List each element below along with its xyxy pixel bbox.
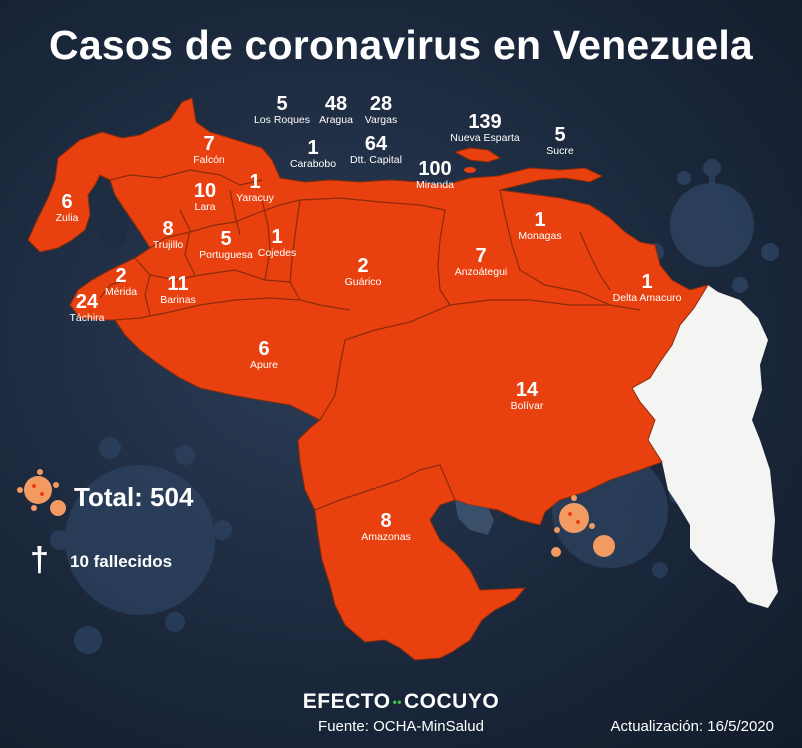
state-name-yaracuy: Yaracuy xyxy=(236,192,274,204)
virus-icon-orange-left xyxy=(17,469,66,516)
state-name-falcon: Falcón xyxy=(193,154,225,166)
state-name-barinas: Barinas xyxy=(160,294,196,306)
state-cases-yaracuy: 1 xyxy=(249,171,260,193)
brand-right: COCUYO xyxy=(404,690,500,713)
deaths-count: 10 fallecidos xyxy=(70,552,173,571)
cross-icon: † xyxy=(30,541,49,579)
state-cases-trujillo: 8 xyxy=(162,218,173,240)
state-cases-amazonas: 8 xyxy=(380,510,391,532)
state-name-apure: Apure xyxy=(250,359,278,371)
state-name-cojedes: Cojedes xyxy=(258,247,297,259)
state-borders xyxy=(99,169,641,511)
state-cases-sucre: 5 xyxy=(554,124,565,146)
state-cases-falcon: 7 xyxy=(203,133,214,155)
brand-left: EFECTO xyxy=(302,690,391,713)
brand-dots: •• xyxy=(392,695,402,710)
state-cases-anzoategui: 7 xyxy=(475,245,486,267)
island-nueva-esparta xyxy=(453,147,502,163)
state-name-aragua: Aragua xyxy=(319,114,353,126)
state-cases-monagas: 1 xyxy=(534,209,545,231)
guyana-territory xyxy=(632,285,778,608)
virus-icon-orange-map xyxy=(551,495,615,557)
state-name-bolivar: Bolívar xyxy=(511,400,544,412)
state-cases-apure: 6 xyxy=(258,338,269,360)
state-name-amazonas: Amazonas xyxy=(361,531,411,543)
state-cases-dtt-capital: 64 xyxy=(365,133,388,155)
update-date: Actualización: 16/5/2020 xyxy=(610,718,774,735)
state-name-monagas: Monagas xyxy=(518,230,561,242)
map-title: Casos de coronavirus en Venezuela xyxy=(49,22,753,68)
state-name-guarico: Guárico xyxy=(345,276,382,288)
state-cases-lara: 10 xyxy=(194,180,216,202)
state-name-trujillo: Trujillo xyxy=(153,239,184,251)
brand-logo: EFECTO ••COCUYO xyxy=(0,690,802,714)
lake-maracaibo xyxy=(96,192,128,250)
state-name-merida: Mérida xyxy=(105,286,137,298)
state-cases-los-roques: 5 xyxy=(276,93,287,115)
state-cases-carabobo: 1 xyxy=(307,137,318,159)
state-name-lara: Lara xyxy=(194,201,215,213)
state-cases-portuguesa: 5 xyxy=(220,228,231,250)
virus-icon-decor-left xyxy=(50,437,232,654)
state-name-portuguesa: Portuguesa xyxy=(199,249,253,261)
island-coche xyxy=(464,167,476,173)
total-cases: Total: 504 xyxy=(74,482,194,512)
state-name-nueva-esparta: Nueva Esparta xyxy=(450,132,520,144)
state-cases-aragua: 48 xyxy=(325,93,347,115)
state-name-anzoategui: Anzoátegui xyxy=(455,266,508,278)
state-name-tachira: Táchira xyxy=(69,312,104,324)
source-credit: Fuente: OCHA-MinSalud xyxy=(318,718,484,735)
state-cases-guarico: 2 xyxy=(357,255,368,277)
state-name-zulia: Zulia xyxy=(56,212,79,224)
state-name-miranda: Miranda xyxy=(416,179,454,191)
state-cases-bolivar: 14 xyxy=(516,379,539,401)
state-name-vargas: Vargas xyxy=(365,114,398,126)
state-name-dtt-capital: Dtt. Capital xyxy=(350,154,402,166)
state-cases-tachira: 24 xyxy=(76,291,99,313)
venezuela-territory xyxy=(27,97,710,661)
state-cases-delta-amacuro: 1 xyxy=(641,271,652,293)
state-cases-nueva-esparta: 139 xyxy=(468,111,501,133)
state-cases-merida: 2 xyxy=(115,265,126,287)
state-cases-miranda: 100 xyxy=(418,158,451,180)
state-name-carabobo: Carabobo xyxy=(290,158,336,170)
state-name-delta-amacuro: Delta Amacuro xyxy=(613,292,682,304)
state-cases-zulia: 6 xyxy=(61,191,72,213)
state-name-sucre: Sucre xyxy=(546,145,574,157)
state-cases-vargas: 28 xyxy=(370,93,392,115)
virus-icon-decor-right xyxy=(646,159,779,293)
south-lake xyxy=(455,500,494,535)
state-name-los-roques: Los Roques xyxy=(254,114,310,126)
state-cases-barinas: 11 xyxy=(167,273,188,295)
state-cases-cojedes: 1 xyxy=(271,226,282,248)
